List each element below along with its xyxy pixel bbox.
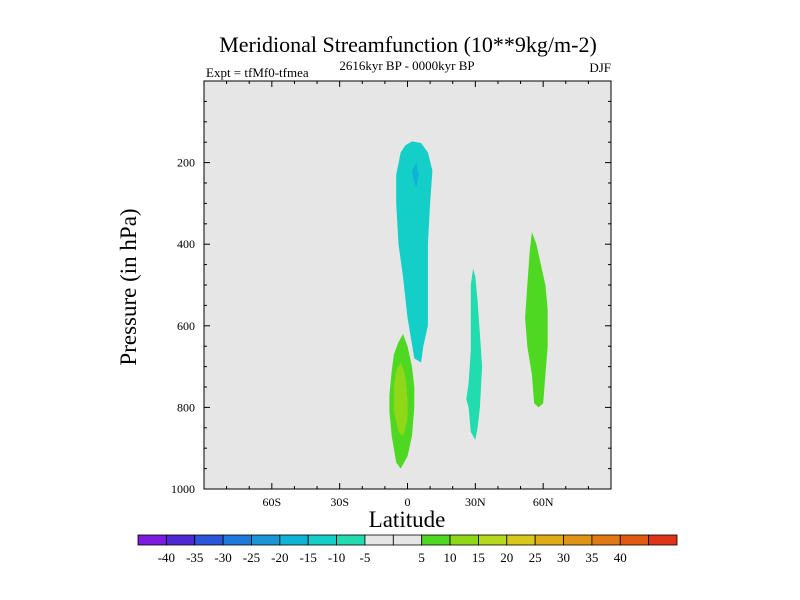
x-tick-label: 60N: [533, 495, 554, 509]
y-tick-label: 400: [177, 237, 195, 251]
colorbar-label: 25: [529, 550, 542, 565]
contour-equatorial-upper-negative: [396, 141, 433, 363]
colorbar-label: -10: [328, 550, 345, 565]
y-axis-label: Pressure (in hPa): [116, 208, 141, 365]
x-tick-label: 60S: [262, 495, 281, 509]
plot-frame: [203, 80, 612, 490]
colorbar-swatch: [307, 534, 337, 546]
colorbar-swatch: [165, 534, 196, 546]
contour-tropical-low-core: [393, 362, 408, 436]
colorbar-swatch: [251, 534, 281, 546]
colorbar-swatch: [364, 534, 394, 546]
colorbar-swatch: [478, 534, 508, 546]
x-tick-label: 30S: [330, 495, 349, 509]
contour-northern-tropics-negative: [466, 268, 483, 440]
colorbar-label: -25: [243, 550, 260, 565]
colorbar-swatch: [563, 534, 593, 546]
colorbar-swatch: [137, 534, 167, 546]
y-tick-label: 1000: [171, 482, 195, 496]
y-tick-label: 800: [177, 400, 195, 414]
contour-equatorial-upper-core: [412, 162, 419, 188]
colorbar-label: 20: [500, 550, 513, 565]
colorbar-label: -15: [300, 550, 317, 565]
colorbar-swatch: [194, 534, 224, 546]
colorbar-swatch: [449, 534, 479, 546]
colorbar-label: -35: [186, 550, 203, 565]
contour-midlatitude-positive: [525, 232, 548, 408]
colorbar-label: 35: [585, 550, 598, 565]
x-tick-label: 30N: [465, 495, 486, 509]
y-tick-label: 600: [177, 319, 195, 333]
colorbar-label: -5: [360, 550, 371, 565]
colorbar-swatch: [506, 534, 536, 546]
colorbar-swatch: [591, 534, 621, 546]
y-tick-label: 200: [177, 156, 195, 170]
season-label: DJF: [589, 60, 611, 75]
colorbar-swatch: [534, 534, 564, 546]
chart-title: Meridional Streamfunction (10**9kg/m-2): [219, 32, 597, 57]
colorbar-label: 40: [614, 550, 627, 565]
colorbar-swatch: [222, 534, 252, 546]
colorbar-swatch: [619, 534, 650, 546]
x-axis-label: Latitude: [369, 507, 446, 532]
colorbar-label: 30: [557, 550, 570, 565]
colorbar-swatch: [421, 534, 451, 546]
colorbar-swatch: [279, 534, 309, 546]
colorbar-label: 10: [444, 550, 457, 565]
colorbar-label: -20: [271, 550, 288, 565]
x-tick-label: 0: [405, 495, 411, 509]
colorbar-label: -30: [214, 550, 231, 565]
period-label: 2616kyr BP - 0000kyr BP: [339, 58, 474, 73]
experiment-label: Expt = tfMf0-tfmea: [206, 65, 309, 80]
colorbar-label: 5: [418, 550, 425, 565]
colorbar: -40 -35 -30 -25 -20 -15 -10 -5 5 10 15 20 25 30 35 40: [137, 534, 678, 565]
colorbar-swatch: [336, 534, 366, 546]
contour-regions: [389, 141, 548, 469]
colorbar-swatch: [648, 534, 678, 546]
colorbar-swatch: [392, 534, 423, 546]
colorbar-label: 15: [472, 550, 485, 565]
colorbar-label: -40: [158, 550, 175, 565]
